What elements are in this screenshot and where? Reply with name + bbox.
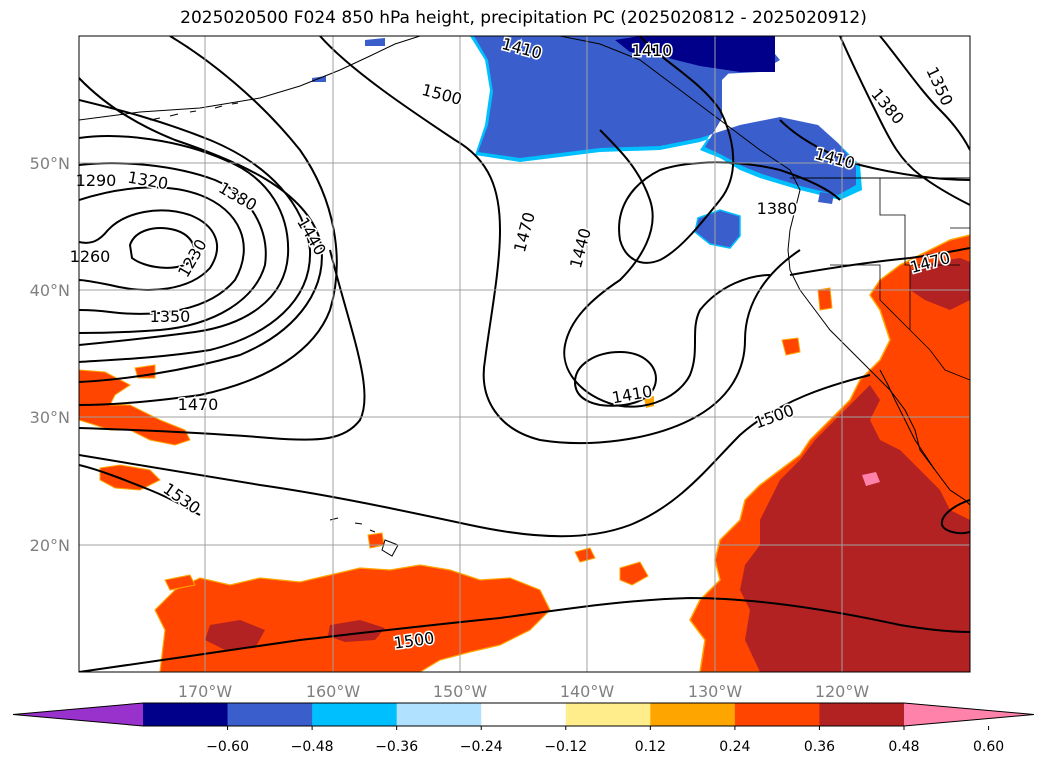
contour-label: 1380 — [757, 199, 798, 218]
east-pacific-fill-c — [817, 287, 833, 311]
contour-1290 — [79, 186, 245, 315]
contour-1230 — [128, 227, 196, 269]
contour-1380 — [79, 99, 312, 363]
west-pacific-fill — [79, 369, 191, 446]
baja-coast — [879, 369, 936, 471]
contour-1470-right — [319, 36, 801, 445]
colorbar-tick-label: 0.36 — [804, 739, 835, 755]
height-contours — [79, 36, 970, 672]
lat-label-20n: 20°N — [30, 536, 70, 555]
positive-precip-fill — [79, 234, 970, 672]
colorbar-segment — [143, 703, 229, 726]
west-pacific-fill-b — [99, 464, 161, 491]
south-band-dark-a — [205, 620, 265, 650]
lon-label-160w: 160°W — [306, 682, 361, 701]
contour-label: 1410 — [632, 41, 673, 60]
lat-label-30n: 30°N — [30, 408, 70, 427]
colorbar-outline — [12, 702, 1035, 727]
colorbar-segment — [565, 703, 651, 726]
aleutian-islands — [149, 102, 239, 121]
colorbar-tick-label: −0.60 — [206, 739, 249, 755]
colorbar: −0.60 −0.48 −0.36 −0.24 −0.12 0.12 0.24 0.36 0.4… — [12, 702, 1035, 755]
east-pacific-dark-b — [910, 258, 970, 310]
south-band-fill-d — [574, 547, 596, 563]
graticule — [79, 36, 970, 672]
map-plot-area: 1410 1500 1410 1350 1380 1410 1290 1320 … — [68, 33, 971, 673]
contour-east-loop — [940, 499, 970, 535]
contour-1410-right — [618, 36, 841, 264]
contour-1410-ne — [779, 119, 970, 181]
east-pacific-max — [862, 472, 880, 486]
negative-precip-fill — [312, 36, 862, 249]
contour-label: 1470 — [178, 395, 219, 414]
colorbar-tick-label: −0.12 — [544, 739, 587, 755]
lon-label-150w: 150°W — [433, 682, 488, 701]
lon-label-130w: 130°W — [688, 682, 743, 701]
colorbar-segment — [312, 703, 398, 726]
contour-1380-ne — [839, 36, 970, 206]
latitude-labels: 50°N 40°N 30°N 20°N — [30, 154, 70, 555]
colorbar-tick-label: 0.48 — [888, 739, 919, 755]
contour-1530 — [79, 464, 201, 516]
contour-1320 — [79, 162, 267, 334]
lon-label-120w: 120°W — [815, 682, 870, 701]
state-borders — [830, 178, 970, 381]
contour-1500-south — [79, 596, 970, 672]
south-band-fill-b — [164, 574, 196, 591]
east-pacific-dark — [740, 385, 970, 672]
colorbar-tick-label: 0.24 — [719, 739, 750, 755]
colorbar-tick-label: −0.24 — [460, 739, 503, 755]
map-frame — [78, 35, 971, 673]
colorbar-segment — [396, 703, 482, 726]
contour-1440 — [79, 36, 338, 406]
south-band-dark-b — [328, 620, 385, 642]
contour-1470 — [79, 249, 366, 441]
colorbar-tick-label: 0.12 — [635, 739, 666, 755]
alaska-panhandle-dark — [615, 36, 775, 72]
hawaii-fill — [367, 532, 385, 549]
colorbar-extend-low — [13, 703, 143, 726]
contour-1410-low — [573, 350, 657, 407]
south-band-fill-c — [619, 561, 649, 586]
colorbar-segment — [650, 703, 736, 726]
colorbar-tick-label: 0.60 — [973, 739, 1004, 755]
contour-1500 — [79, 374, 871, 538]
contour-label: 1290 — [76, 171, 117, 190]
hawaii-islands — [329, 517, 399, 557]
tiny-blue-patch-c — [818, 192, 834, 204]
contour-1410 — [79, 77, 323, 383]
lon-label-170w: 170°W — [178, 682, 233, 701]
colorbar-tick-label: −0.48 — [291, 739, 334, 755]
contour-1260 — [79, 209, 219, 291]
map-title: 2025020500 F024 850 hPa height, precipit… — [180, 8, 867, 28]
east-pacific-fill-b — [781, 337, 801, 356]
contour-label: 1260 — [70, 247, 111, 266]
contour-1470-ne — [789, 247, 970, 276]
contour-1350 — [79, 135, 290, 346]
contour-label: 1350 — [150, 307, 191, 326]
colorbar-extend-high — [904, 703, 1034, 726]
lat-label-40n: 40°N — [30, 281, 70, 300]
small-blue-patch — [694, 209, 741, 249]
colorbar-segment — [227, 703, 313, 726]
colorbar-segment — [481, 703, 567, 726]
lat-label-50n: 50°N — [30, 154, 70, 173]
tiny-blue-patch-a — [365, 38, 385, 46]
lon-label-140w: 140°W — [560, 682, 615, 701]
contour-1350-ne — [879, 36, 970, 151]
longitude-labels: 170°W 160°W 150°W 140°W 130°W 120°W — [178, 682, 870, 701]
alaska-coast — [79, 36, 421, 121]
colorbar-segment — [734, 703, 820, 726]
contour-1440-right — [563, 129, 771, 408]
gulf-alaska-fill-inner — [474, 36, 856, 195]
colorbar-segment — [819, 703, 905, 726]
colorbar-tick-label: −0.36 — [375, 739, 418, 755]
